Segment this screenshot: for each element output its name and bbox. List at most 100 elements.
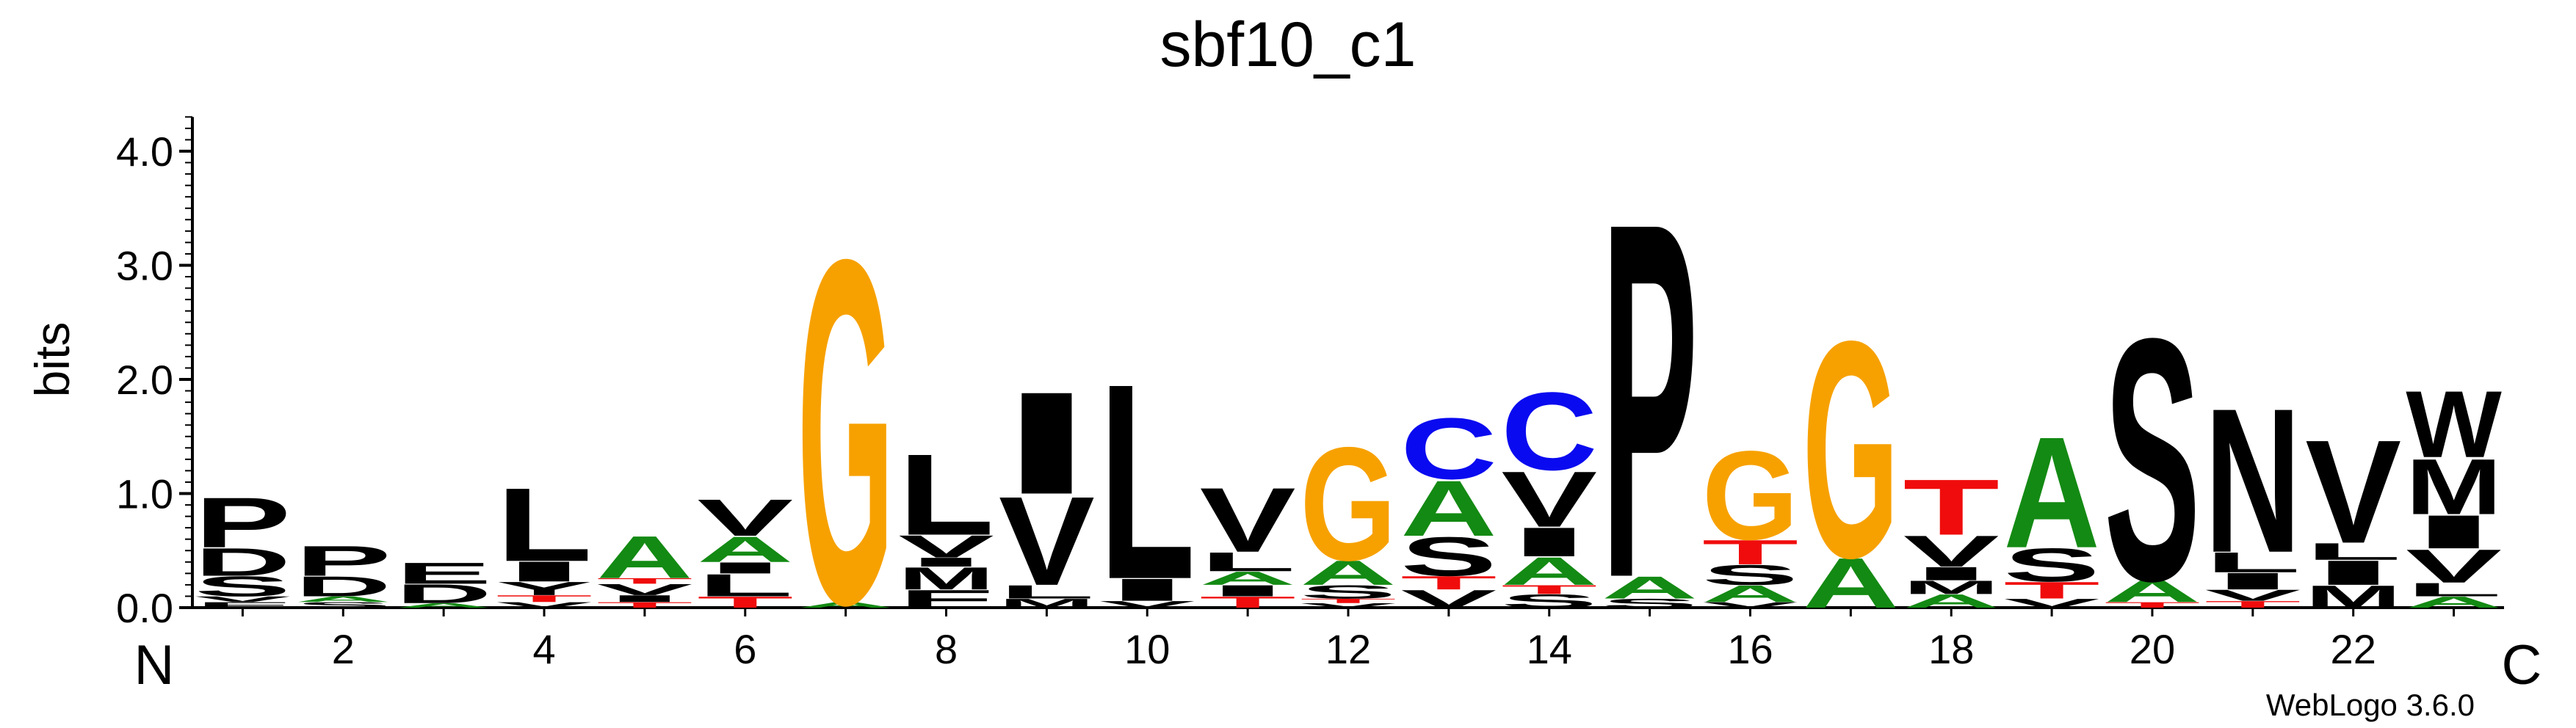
logo-letter-V: V xyxy=(1099,599,1195,609)
logo-letter-I: I xyxy=(898,555,994,569)
logo-letter-T: T xyxy=(697,594,793,611)
logo-letter-T: T xyxy=(1199,594,1295,611)
logo-letter-D: D xyxy=(195,540,291,584)
logo-letter-A: A xyxy=(2003,404,2099,581)
logo-letter-V: V xyxy=(1200,468,1296,571)
logo-letter-D: D xyxy=(295,570,391,602)
logo-letter-P: P xyxy=(195,482,291,562)
logo-letter-T: T xyxy=(1903,463,2000,552)
logo-letter-L: L xyxy=(697,567,793,603)
logo-letter-I: I xyxy=(2305,553,2401,592)
logo-letter-M: M xyxy=(999,596,1095,610)
logo-letter-V: V xyxy=(1903,526,2000,576)
logo-letter-V: V xyxy=(1400,585,1497,614)
logo-letter-I: I xyxy=(1903,563,2000,584)
stack-position-3: ADE xyxy=(395,556,491,608)
logo-letter-V: V xyxy=(999,471,1095,613)
weblogo-credit: WebLogo 3.6.0 xyxy=(2266,688,2475,722)
logo-letter-M: M xyxy=(2406,443,2502,531)
y-tick-label: 2.0 xyxy=(116,357,173,403)
logo-letter-G: G xyxy=(797,159,894,707)
logo-letter-A: A xyxy=(2104,573,2200,608)
x-tick-label: 14 xyxy=(1527,626,1572,672)
logo-letter-A: A xyxy=(1803,543,1899,623)
logo-letter-A: A xyxy=(596,523,692,591)
logo-letter-L: L xyxy=(898,430,994,559)
logo-letter-M: M xyxy=(898,561,994,597)
x-tick-label: 2 xyxy=(332,626,355,672)
logo-letter-G: G xyxy=(1300,413,1396,594)
logo-letter-C: C xyxy=(1501,370,1597,493)
x-axis: 2 4 6 8 10 12 14 16 18 20 22 xyxy=(192,606,2504,672)
logo-letter-L: L xyxy=(1199,547,1295,577)
y-axis-label: bits xyxy=(25,322,79,398)
logo-letter-A: A xyxy=(295,595,391,604)
y-tick-label: 0.0 xyxy=(116,585,173,631)
logo-letter-I: I xyxy=(1099,572,1195,608)
logo-letter-L: L xyxy=(999,581,1095,603)
logo-letter-V: V xyxy=(2305,410,2401,575)
stack-position-15: SAP xyxy=(1602,117,1698,684)
logo-letter-V: V xyxy=(1300,602,1397,609)
x-tick-label: 20 xyxy=(2130,626,2175,672)
logo-letter-G: G xyxy=(1702,425,1798,567)
logo-letter-V: V xyxy=(697,489,793,547)
stack-position-7: AG xyxy=(797,159,894,707)
logo-letter-T: T xyxy=(1702,533,1798,572)
logo-letter-V: V xyxy=(1501,455,1597,544)
logo-letter-I: I xyxy=(1199,582,1295,600)
logo-letter-L: L xyxy=(496,466,592,583)
logo-letter-W: W xyxy=(2406,372,2502,478)
logo-letter-V: V xyxy=(2406,539,2502,592)
logo-letter-P: P xyxy=(295,536,391,584)
n-terminus-label: N xyxy=(134,634,175,696)
logo-letter-T: T xyxy=(596,600,692,609)
logo-letter-A: A xyxy=(1702,580,1798,607)
y-axis: 0.0 1.0 2.0 3.0 4.0 xyxy=(116,116,194,631)
logo-letter-F: F xyxy=(195,600,291,609)
logo-letter-S: S xyxy=(1300,581,1396,603)
stack-position-17: AG xyxy=(1803,277,1899,622)
logo-letter-T: T xyxy=(1501,583,1597,597)
logo-letter-V: V xyxy=(2204,586,2301,604)
logo-letter-Y: Y xyxy=(496,578,592,599)
logo-letter-T: T xyxy=(2104,600,2200,609)
logo-letter-T: T xyxy=(496,594,592,604)
logo-letter-L: L xyxy=(1099,326,1195,638)
y-tick-label: 3.0 xyxy=(116,243,173,289)
logo-letter-V: V xyxy=(1702,600,1798,609)
logo-letter-A: A xyxy=(1300,553,1396,592)
logo-letter-L: L xyxy=(2204,547,2301,579)
y-tick-label: 4.0 xyxy=(116,128,173,175)
logo-letter-A: A xyxy=(1602,570,1698,605)
logo-letter-A: A xyxy=(1199,567,1295,589)
logo-letter-I: I xyxy=(999,362,1095,525)
logo-letter-T: T xyxy=(1400,572,1497,594)
logo-letter-A: A xyxy=(1501,550,1597,594)
logo-letter-V: V xyxy=(898,529,994,564)
x-tick-label: 4 xyxy=(532,626,555,672)
logo-letter-V: V xyxy=(2004,596,2100,610)
logo-letter-A: A xyxy=(2406,594,2502,611)
logo-letter-T: T xyxy=(596,577,692,586)
logo-letter-A: A xyxy=(697,529,793,569)
logo-letter-L: L xyxy=(2305,538,2401,564)
logo-letter-P: P xyxy=(1602,117,1698,684)
logo-letter-S: S xyxy=(1702,559,1798,592)
stack-position-20: TAS xyxy=(2104,267,2200,653)
